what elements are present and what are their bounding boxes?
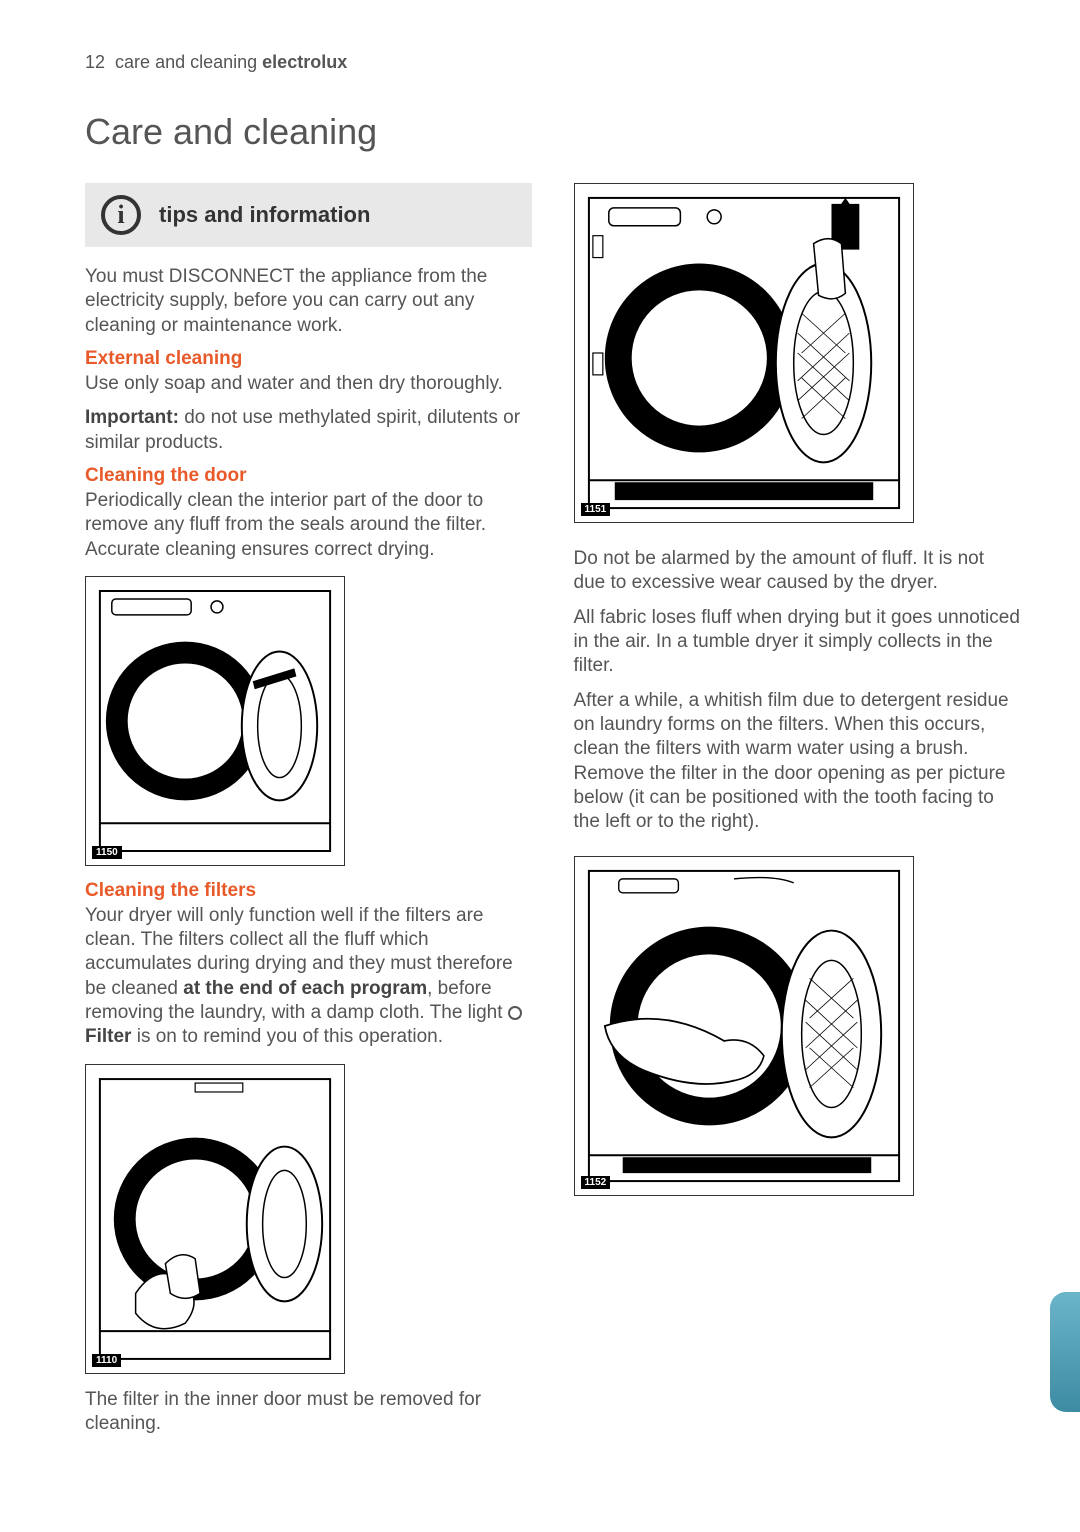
external-cleaning-1: Use only soap and water and then dry tho…: [85, 372, 532, 396]
info-icon: i: [101, 195, 141, 235]
figure-label: 1152: [581, 1176, 611, 1189]
left-column: i tips and information You must DISCONNE…: [85, 183, 532, 1446]
intro-paragraph: You must DISCONNECT the appliance from t…: [85, 265, 532, 338]
header-brand: electrolux: [262, 52, 347, 72]
running-header: 12 care and cleaning electrolux: [85, 52, 1020, 73]
figure-remove-filter-bottom: 1152: [574, 856, 914, 1196]
dryer-filter-wipe-illustration-icon: [86, 1065, 344, 1373]
figure-label: 1150: [92, 846, 122, 859]
figure-label: 1110: [92, 1354, 121, 1367]
callout-title: tips and information: [159, 202, 370, 228]
external-cleaning-important: Important: do not use methylated spirit,…: [85, 406, 532, 455]
page-title: Care and cleaning: [85, 111, 1020, 153]
figure-label: 1151: [581, 503, 611, 516]
heading-external-cleaning: External cleaning: [85, 348, 532, 370]
right-column: 1151 Do not be alarmed by the amount of …: [574, 183, 1021, 1446]
dryer-door-illustration-icon: [86, 577, 344, 865]
right-p2: All fabric loses fluff when drying but i…: [574, 606, 1021, 679]
heading-cleaning-door: Cleaning the door: [85, 465, 532, 487]
section-tab-icon: [1050, 1292, 1080, 1412]
important-label: Important:: [85, 407, 179, 428]
dryer-filter-lift-illustration-icon: [575, 184, 913, 522]
heading-cleaning-filters: Cleaning the filters: [85, 880, 532, 902]
filter-indicator-icon: [508, 1006, 522, 1020]
right-p1: Do not be alarmed by the amount of fluff…: [574, 547, 1021, 596]
figure-filter-inner-door: 1110: [85, 1064, 345, 1374]
cleaning-filters-2: The filter in the inner door must be rem…: [85, 1388, 532, 1437]
page-number: 12: [85, 52, 105, 72]
tips-callout: i tips and information: [85, 183, 532, 247]
cleaning-filters-1: Your dryer will only function well if th…: [85, 904, 532, 1050]
cleaning-door-1: Periodically clean the interior part of …: [85, 489, 532, 562]
figure-door-cleaning: 1150: [85, 576, 345, 866]
dryer-filter-remove-illustration-icon: [575, 857, 913, 1195]
header-section: care and cleaning: [115, 52, 257, 72]
figure-remove-filter-top: 1151: [574, 183, 914, 523]
right-p3: After a while, a whitish film due to det…: [574, 689, 1021, 835]
